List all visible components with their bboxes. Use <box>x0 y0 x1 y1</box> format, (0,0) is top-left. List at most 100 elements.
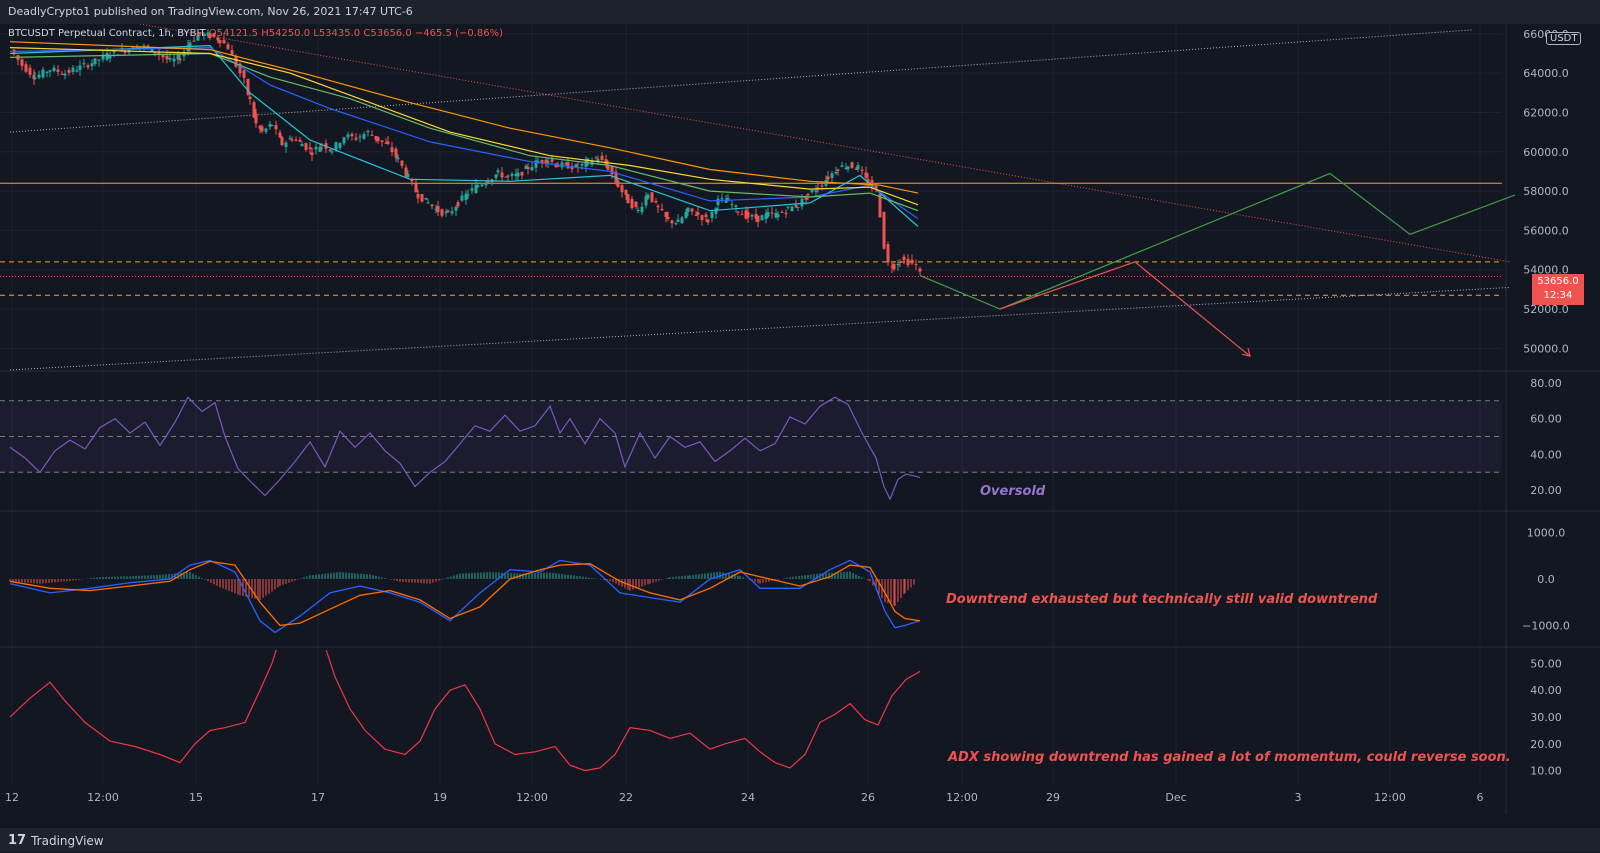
candle-body <box>824 180 828 186</box>
candle-body <box>844 168 848 170</box>
candle-body <box>440 209 444 216</box>
candle-body <box>744 210 748 219</box>
x-tick-label: 22 <box>619 791 633 804</box>
candle-body <box>314 146 318 150</box>
candle-body <box>760 215 764 221</box>
candle-body <box>896 263 900 266</box>
macd-tick-label: 0.0 <box>1537 573 1555 586</box>
candle-body <box>280 137 284 145</box>
candle-body <box>882 212 886 249</box>
candle-body <box>510 173 514 176</box>
adx-tick-label: 10.00 <box>1530 765 1562 778</box>
candle-body <box>686 207 690 213</box>
candle-body <box>246 78 250 95</box>
x-tick-label: Dec <box>1165 791 1186 804</box>
candle-body <box>362 134 366 139</box>
candle-body <box>270 125 274 127</box>
candle-body <box>636 209 640 211</box>
candle-body <box>546 160 550 163</box>
rsi-line <box>9 396 921 501</box>
chart-area[interactable]: 12 12:00 15 17 19 12:00 22 24 26 12:00 29 Dec 3 12:00… <box>0 24 1600 828</box>
candle-body <box>864 172 868 178</box>
candle-body <box>714 208 718 214</box>
candle-body <box>394 148 398 158</box>
candle-body <box>380 140 384 142</box>
candle-body <box>242 70 246 78</box>
candle-body <box>886 244 890 263</box>
candle-body <box>420 193 424 202</box>
candle-body <box>75 70 79 72</box>
candle-body <box>486 181 490 183</box>
currency-button[interactable]: USDT <box>1546 32 1582 45</box>
candle-body <box>754 214 758 219</box>
candle-body <box>33 77 37 79</box>
trend-line-downtrend <box>139 24 1511 263</box>
moving-average-ma-200 <box>9 41 919 194</box>
macd-signal-line <box>9 560 921 627</box>
candle-body <box>82 63 86 65</box>
candle-body <box>212 33 216 37</box>
candle-body <box>464 193 468 201</box>
candle-body <box>764 213 768 220</box>
candle-body <box>860 169 864 171</box>
candle-body <box>230 50 234 55</box>
x-tick-label: 12:00 <box>946 791 978 804</box>
header-bar: DeadlyCrypto1 published on TradingView.c… <box>0 0 1600 24</box>
candle-body <box>664 212 668 218</box>
legend-symbol[interactable]: BTCUSDT Perpetual Contract, 1h, BYBIT <box>8 28 206 39</box>
candle-body <box>404 167 408 177</box>
moving-average-ma-50 <box>9 46 919 220</box>
candle-body <box>142 45 146 47</box>
candle-body <box>176 54 180 60</box>
moving-average-ma-150 <box>9 47 919 206</box>
candle-body <box>470 188 474 191</box>
candle-body <box>780 211 784 213</box>
candle-body <box>45 71 49 73</box>
candle-body <box>384 142 388 144</box>
candle-body <box>710 211 714 218</box>
candle-body <box>854 168 858 170</box>
x-tick-label: 12:00 <box>87 791 119 804</box>
macd-tick-label: 1000.0 <box>1527 527 1566 540</box>
legend-low: L53435.0 <box>313 28 361 39</box>
candle-body <box>248 96 252 100</box>
candle-body <box>20 59 24 66</box>
candle-body <box>834 171 838 174</box>
candle-body <box>330 151 334 153</box>
candle-body <box>910 259 914 264</box>
candle-body <box>750 215 754 217</box>
candle-body <box>624 189 628 195</box>
candle-body <box>684 212 688 218</box>
candle-body <box>37 74 41 78</box>
candle-body <box>720 198 724 200</box>
candle-body <box>308 147 312 150</box>
candle-body <box>318 146 322 152</box>
candle-body <box>290 139 294 141</box>
candle-body <box>390 147 394 153</box>
candle-body <box>206 32 210 36</box>
tradingview-logo[interactable]: 17 TradingView <box>0 829 104 853</box>
candle-body <box>776 214 780 218</box>
candle-body <box>756 215 760 222</box>
footer-bar: 17 TradingView <box>0 828 1600 852</box>
candle-body <box>274 125 278 130</box>
candle-body <box>520 172 524 176</box>
candle-body <box>454 206 458 211</box>
candle-body <box>234 56 238 67</box>
projection-bullish-path <box>919 172 1516 310</box>
candle-body <box>796 206 800 208</box>
adx-line <box>9 650 921 772</box>
candle-body <box>474 184 478 194</box>
price-tick-label: 58000.0 <box>1523 185 1569 198</box>
price-tick-label: 56000.0 <box>1523 224 1569 237</box>
candle-body <box>86 65 90 68</box>
candle-body <box>192 40 196 42</box>
candle-body <box>198 32 202 34</box>
x-tick-label: 26 <box>861 791 875 804</box>
price-tick-label: 54000.0 <box>1523 264 1569 277</box>
candle-body <box>700 215 704 221</box>
price-tick-label: 62000.0 <box>1523 106 1569 119</box>
candle-body <box>898 261 902 263</box>
candle-body <box>294 139 298 141</box>
adx-tick-label: 50.00 <box>1530 657 1562 670</box>
